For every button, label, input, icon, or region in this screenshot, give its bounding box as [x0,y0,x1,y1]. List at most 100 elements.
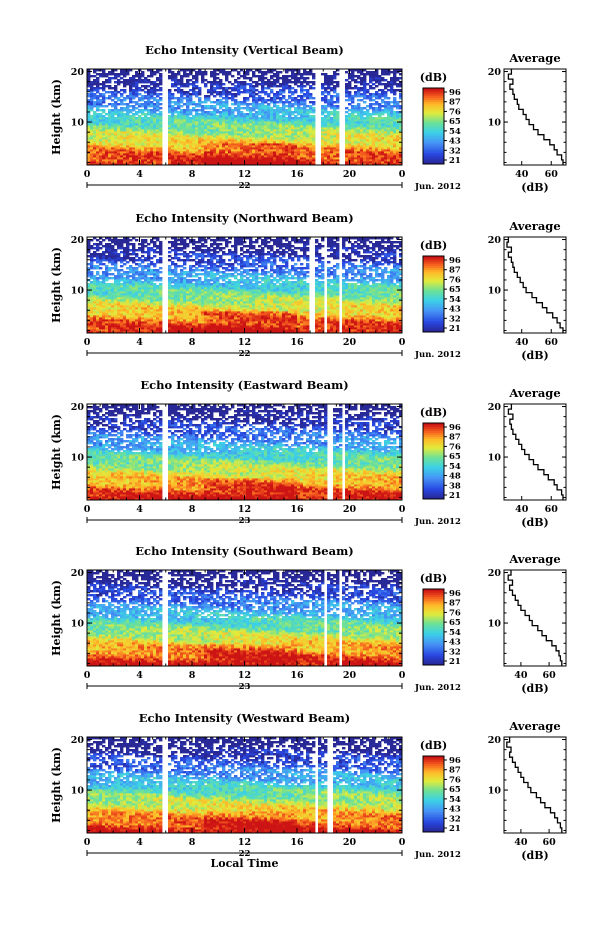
heatmap-cell [360,161,364,164]
heatmap-cell [348,151,352,154]
heatmap-cell [99,125,103,128]
heatmap-cell [300,147,304,150]
heatmap-cell [237,147,241,150]
heatmap-cell [201,129,205,132]
heatmap-cell [108,157,112,160]
heatmap-cell [150,101,154,104]
heatmap-cell [282,159,286,162]
heatmap-cell [336,155,340,158]
heatmap-cell [327,153,331,156]
heatmap-cell [375,161,379,164]
heatmap-cell [183,103,187,106]
heatmap-cell [270,127,274,130]
heatmap-cell [129,105,133,108]
heatmap-cell [189,133,193,136]
heatmap-cell [93,157,97,160]
heatmap-cell [324,153,328,156]
heatmap-cell [294,157,298,160]
heatmap-cell [195,147,199,150]
heatmap-cell [258,147,262,150]
heatmap-cell [225,139,229,142]
heatmap-cell [123,107,127,110]
heatmap-cell [363,101,367,104]
heatmap-cell [120,89,124,92]
heatmap-cell [237,155,241,158]
heatmap-cell [357,99,361,102]
heatmap-cell [159,159,163,162]
heatmap-cell [111,131,115,134]
heatmap-cell [276,145,280,148]
heatmap-cell [270,133,274,136]
heatmap-cell [108,71,112,74]
heatmap-cell [204,143,208,146]
heatmap-cell [399,159,403,162]
heatmap-cell [258,95,262,98]
heatmap-cell [297,139,301,142]
heatmap-cell [177,135,181,138]
heatmap-cell [126,151,130,154]
heatmap-cell [243,81,247,84]
heatmap-cell [264,155,268,158]
heatmap-cell [255,163,259,166]
heatmap-cell [87,115,91,118]
heatmap-cell [201,137,205,140]
heatmap-cell [201,131,205,134]
heatmap-cell [243,107,247,110]
heatmap-cell [252,153,256,156]
heatmap-cell [126,121,130,124]
heatmap-cell [384,163,388,166]
heatmap-cell [180,159,184,162]
heatmap-cell [294,143,298,146]
heatmap-cell [309,81,313,84]
heatmap-cell [267,131,271,134]
heatmap-cell [123,129,127,132]
heatmap-cell [309,127,313,130]
heatmap-cell [105,91,109,94]
heatmap-cell [87,113,91,116]
heatmap-cell [156,135,160,138]
heatmap-cell [246,161,250,164]
heatmap-cell [282,117,286,120]
heatmap-cell [381,141,385,144]
heatmap-cell [213,153,217,156]
heatmap-cell [228,119,232,122]
heatmap-cell [306,163,310,166]
heatmap-cell [189,131,193,134]
heatmap-cell [141,143,145,146]
heatmap-cell [345,71,349,74]
heatmap-cell [204,95,208,98]
heatmap-cell [390,127,394,130]
heatmap-cell [294,153,298,156]
heatmap-cell [192,149,196,152]
heatmap-cell [240,117,244,120]
heatmap-cell [291,87,295,90]
heatmap-cell [213,145,217,148]
heatmap-cell [384,131,388,134]
heatmap-cell [369,125,373,128]
heatmap-cell [207,159,211,162]
heatmap-cell [249,161,253,164]
heatmap-cell [279,139,283,142]
heatmap-cell [210,123,214,126]
heatmap-cell [174,143,178,146]
heatmap-cell [252,151,256,154]
heatmap-cell [390,115,394,118]
heatmap-cell [321,119,325,122]
heatmap-cell [180,149,184,152]
heatmap-cell [282,127,286,130]
heatmap-cell [120,139,124,142]
heatmap-cell [228,139,232,142]
heatmap-cell [141,139,145,142]
heatmap-cell [189,143,193,146]
heatmap-cell [300,157,304,160]
heatmap-cell [354,139,358,142]
heatmap-cell [363,123,367,126]
heatmap-cell [126,155,130,158]
heatmap-cell [117,143,121,146]
heatmap-cell [144,131,148,134]
heatmap-cell [324,141,328,144]
heatmap-cell [135,101,139,104]
heatmap-cell [321,127,325,130]
heatmap-cell [201,105,205,108]
heatmap-cell [360,131,364,134]
